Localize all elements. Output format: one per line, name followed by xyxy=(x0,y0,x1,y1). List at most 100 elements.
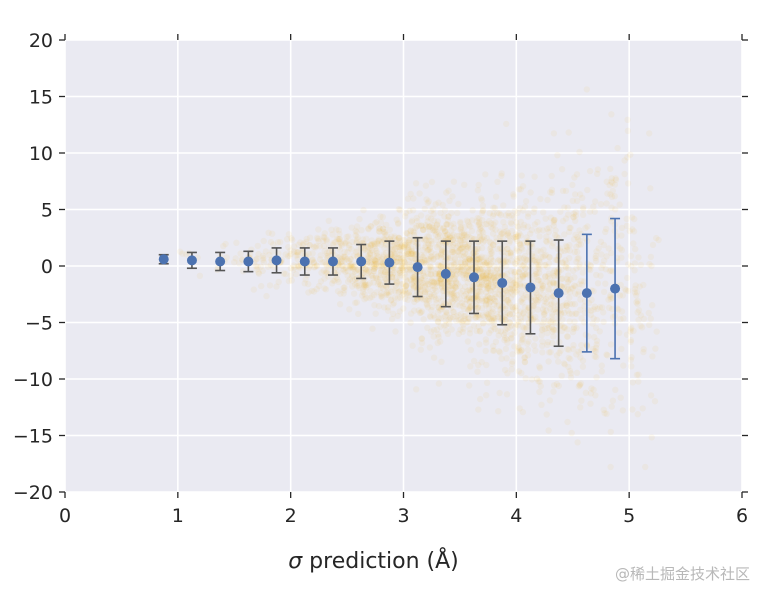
scatter-point xyxy=(506,286,514,293)
scatter-point xyxy=(294,251,301,259)
mean-point xyxy=(469,272,480,283)
scatter-point xyxy=(446,320,453,327)
scatter-point xyxy=(276,238,284,246)
scatter-point xyxy=(344,278,352,285)
scatter-point xyxy=(317,252,324,259)
scatter-point xyxy=(456,302,463,309)
scatter-point xyxy=(445,213,452,220)
scatter-point xyxy=(631,215,638,223)
scatter-point xyxy=(428,253,435,260)
scatter-point xyxy=(488,317,496,324)
scatter-point xyxy=(468,217,476,224)
x-tick-label: 2 xyxy=(285,505,297,527)
scatter-point xyxy=(486,287,494,294)
y-tick-label: −10 xyxy=(13,369,53,391)
scatter-point xyxy=(463,264,470,272)
scatter-point xyxy=(321,230,328,237)
scatter-point xyxy=(397,247,404,254)
scatter-point xyxy=(566,318,573,325)
scatter-point xyxy=(255,270,263,277)
scatter-point xyxy=(624,180,632,187)
scatter-point xyxy=(407,228,414,235)
scatter-point xyxy=(446,233,454,240)
scatter-point xyxy=(405,263,412,271)
scatter-point xyxy=(511,343,518,350)
scatter-point xyxy=(646,260,653,268)
scatter-point xyxy=(484,266,492,273)
scatter-point xyxy=(373,263,380,270)
scatter-point xyxy=(485,262,493,269)
scatter-point xyxy=(422,288,429,296)
scatter-point xyxy=(569,197,576,204)
scatter-point xyxy=(411,273,418,280)
scatter-point xyxy=(567,370,575,377)
scatter-point xyxy=(571,274,578,281)
scatter-point xyxy=(363,235,370,242)
scatter-point xyxy=(557,309,565,316)
scatter-point xyxy=(619,292,626,299)
scatter-point xyxy=(485,311,492,318)
scatter-point xyxy=(353,280,361,287)
scatter-point xyxy=(233,239,240,246)
scatter-point xyxy=(443,234,450,242)
scatter-point xyxy=(388,273,396,281)
scatter-point xyxy=(408,217,416,224)
y-tick-label: 5 xyxy=(41,200,53,222)
scatter-point xyxy=(576,148,583,156)
scatter-point xyxy=(312,244,319,251)
scatter-point xyxy=(608,218,615,225)
scatter-point xyxy=(457,225,464,232)
scatter-point xyxy=(491,273,498,281)
scatter-point xyxy=(531,205,538,212)
scatter-point xyxy=(492,226,499,233)
scatter-point xyxy=(411,239,419,246)
scatter-point xyxy=(472,314,479,321)
scatter-point xyxy=(411,274,418,281)
scatter-point xyxy=(418,275,425,282)
scatter-point xyxy=(578,281,586,288)
scatter-point xyxy=(363,284,370,291)
scatter-point xyxy=(559,217,567,225)
scatter-point xyxy=(573,258,580,266)
scatter-point xyxy=(627,326,634,333)
scatter-point xyxy=(547,301,554,308)
scatter-point xyxy=(467,223,474,230)
scatter-point xyxy=(638,324,646,331)
scatter-point xyxy=(517,254,524,262)
scatter-point xyxy=(363,294,370,302)
scatter-point xyxy=(518,347,525,354)
scatter-point xyxy=(391,234,398,242)
scatter-point xyxy=(634,411,641,418)
scatter-point xyxy=(537,281,545,288)
scatter-point xyxy=(309,257,316,264)
scatter-point xyxy=(400,290,408,297)
scatter-point xyxy=(377,293,385,300)
scatter-point xyxy=(530,293,538,300)
scatter-point xyxy=(344,267,351,275)
scatter-point xyxy=(406,266,413,273)
scatter-point xyxy=(429,286,436,294)
scatter-point xyxy=(587,263,595,270)
scatter-point xyxy=(487,260,495,267)
scatter-point xyxy=(239,268,247,275)
scatter-point xyxy=(467,263,475,270)
scatter-point xyxy=(579,194,586,202)
scatter-point xyxy=(336,235,343,243)
scatter-point xyxy=(333,226,340,233)
scatter-point xyxy=(515,347,523,354)
scatter-point xyxy=(487,239,494,247)
scatter-point xyxy=(362,266,369,273)
scatter-point xyxy=(400,254,407,261)
scatter-point xyxy=(574,439,581,446)
scatter-point xyxy=(537,254,545,261)
scatter-point xyxy=(257,263,264,270)
scatter-point xyxy=(627,252,635,260)
scatter-point xyxy=(627,356,635,364)
scatter-point xyxy=(381,229,389,236)
scatter-point xyxy=(487,298,494,305)
x-tick-label: 1 xyxy=(172,505,184,527)
scatter-point xyxy=(609,187,616,195)
scatter-point xyxy=(473,295,481,302)
scatter-point xyxy=(413,223,420,230)
scatter-point xyxy=(507,285,514,292)
